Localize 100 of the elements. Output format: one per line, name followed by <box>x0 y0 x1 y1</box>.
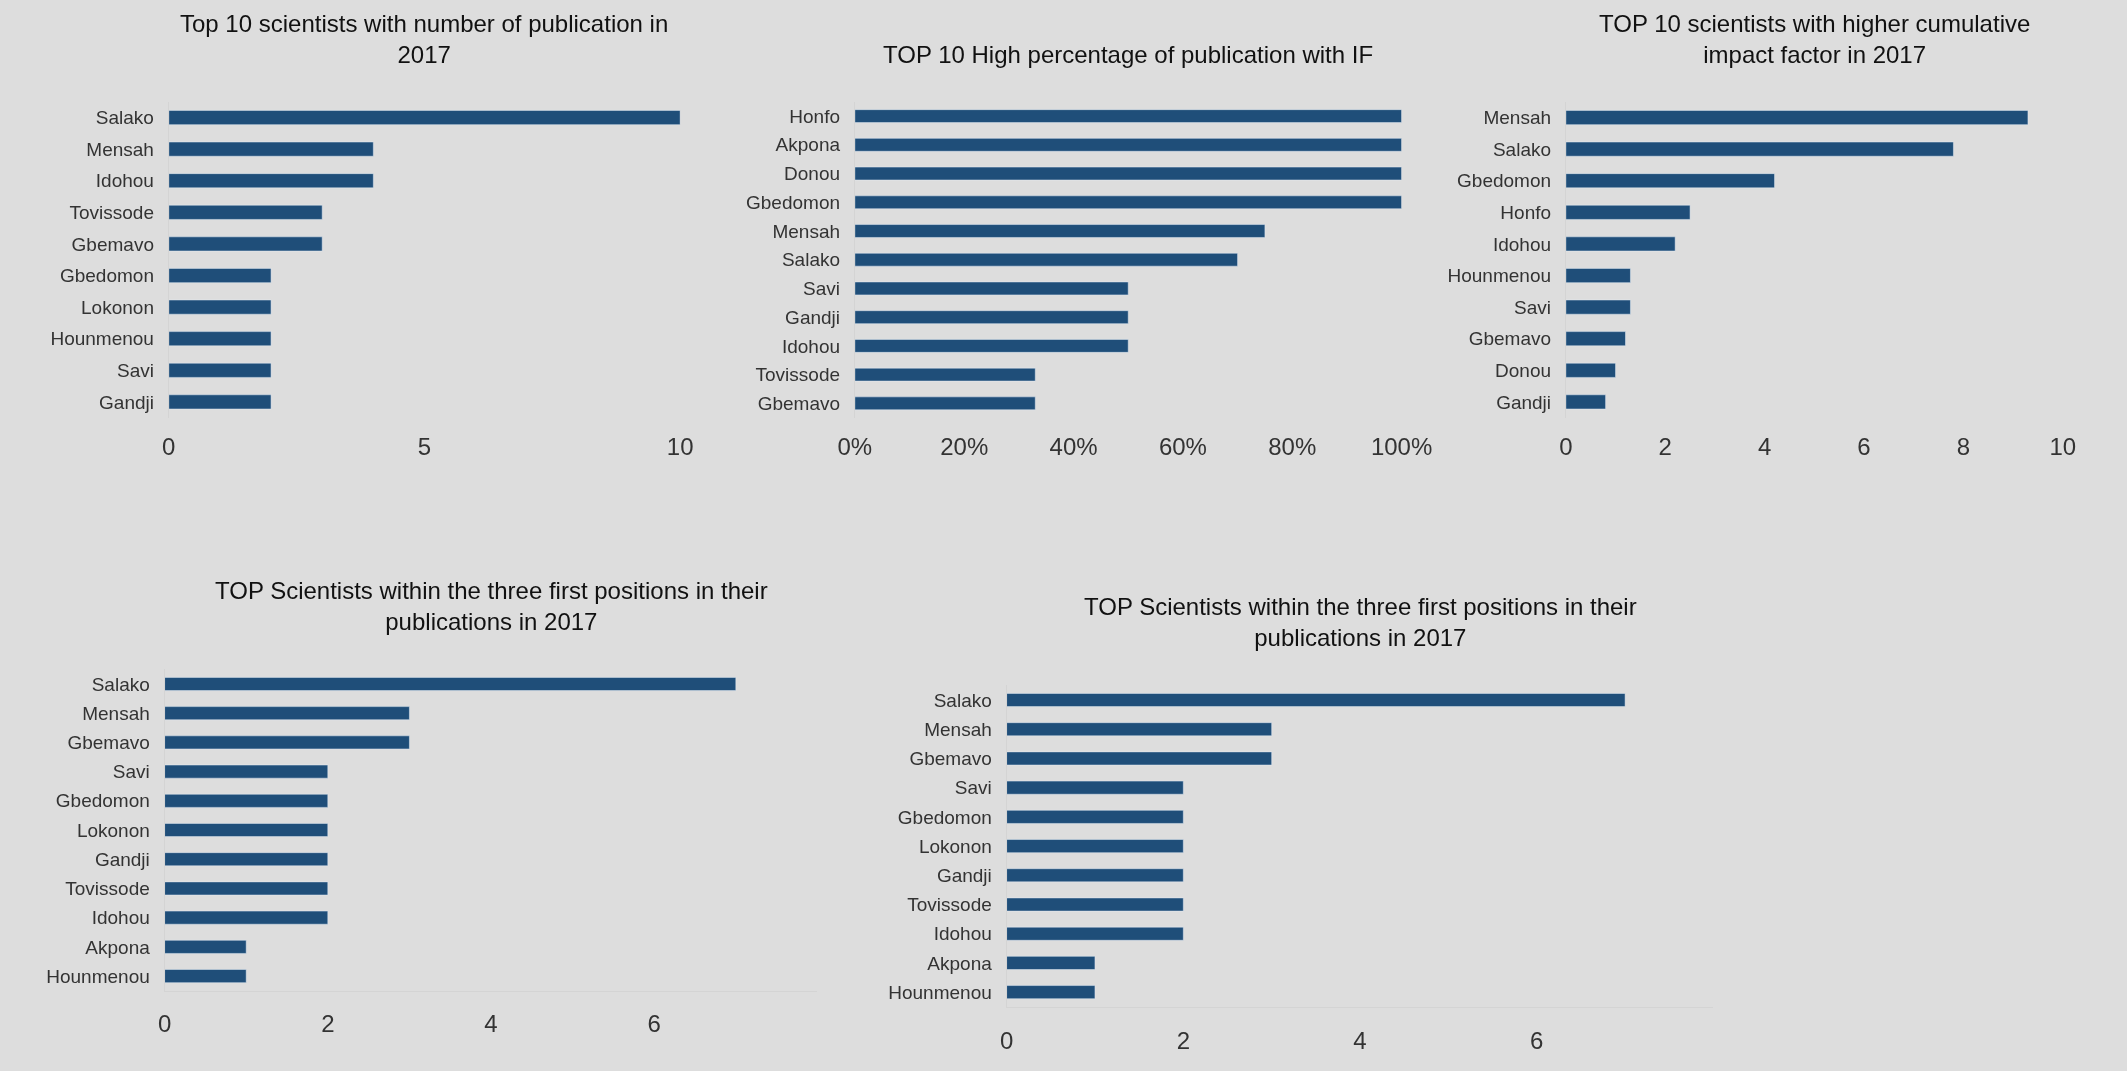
bar <box>1565 362 1616 378</box>
x-tick-label: 10 <box>666 432 694 460</box>
x-tick-label: 80% <box>1268 432 1317 460</box>
bar <box>168 394 272 410</box>
y-tick-label: Gandji <box>99 391 154 413</box>
x-tick-label: 6 <box>1857 432 1871 460</box>
x-tick-label: 40% <box>1049 432 1098 460</box>
y-tick-label: Gbedomon <box>897 806 992 828</box>
y-tick-label: Hounmenou <box>46 965 150 987</box>
x-tick-label: 4 <box>484 1010 498 1038</box>
y-tick-label: Akpona <box>775 134 841 156</box>
bar <box>1006 780 1184 795</box>
x-tick-label: 4 <box>1353 1026 1367 1054</box>
y-tick-label: Gandji <box>1496 391 1552 413</box>
chart-title: TOP Scientists within the three first positions in their publications in 2017 <box>215 577 768 636</box>
y-tick-label: Lokonon <box>918 835 992 857</box>
y-tick-label: Savi <box>117 359 154 381</box>
bar <box>854 138 1402 152</box>
y-tick-label: Gbemavo <box>757 392 841 414</box>
bar <box>854 109 1402 123</box>
bar <box>164 706 410 721</box>
bar <box>854 253 1238 267</box>
bar <box>1006 693 1626 707</box>
bar <box>1565 204 1691 220</box>
bar <box>854 281 1129 296</box>
bar <box>1006 985 1096 999</box>
y-tick-label: Donou <box>1495 359 1552 381</box>
bar <box>164 969 247 983</box>
y-tick-label: Mensah <box>82 702 150 724</box>
y-tick-label: Idohou <box>91 907 150 929</box>
bar <box>164 823 329 837</box>
y-tick-label: Hounmenou <box>50 328 154 350</box>
y-tick-label: Gbedomon <box>55 790 150 812</box>
bar <box>168 362 272 378</box>
chart-title: TOP 10 High percentage of publication with IF <box>883 41 1374 68</box>
y-tick-label: Honfo <box>1500 201 1552 223</box>
y-tick-label: Lokonon <box>76 819 150 841</box>
bar <box>1006 926 1184 941</box>
bar <box>1006 722 1272 737</box>
bar <box>854 224 1266 238</box>
y-tick-label: Hounmenou <box>888 981 992 1003</box>
y-tick-label: Gbedomon <box>1457 170 1552 192</box>
y-tick-label: Tovissode <box>65 878 150 900</box>
y-tick-label: Salako <box>95 107 154 129</box>
bar <box>1565 268 1631 283</box>
bar <box>164 677 737 691</box>
y-tick-label: Honfo <box>789 105 841 127</box>
bar <box>1565 110 2029 125</box>
y-tick-label: Idohou <box>95 170 154 192</box>
bar <box>168 236 323 252</box>
y-tick-label: Gbemavo <box>1468 328 1552 350</box>
y-tick-label: Donou <box>784 163 841 185</box>
bar <box>164 735 410 750</box>
bar <box>1006 956 1096 970</box>
y-tick-label: Mensah <box>1483 107 1552 129</box>
x-tick-label: 60% <box>1158 432 1207 460</box>
y-tick-label: Gandji <box>936 864 992 886</box>
x-tick-label: 2 <box>1658 432 1672 460</box>
y-tick-label: Mensah <box>772 220 841 242</box>
y-tick-label: Salako <box>91 673 150 695</box>
bar <box>164 940 247 954</box>
y-tick-label: Hounmenou <box>1447 265 1552 287</box>
x-tick-label: 0 <box>162 432 176 460</box>
bar <box>168 268 272 283</box>
y-tick-label: Savi <box>1514 296 1552 318</box>
y-tick-label: Savi <box>112 761 150 783</box>
x-tick-label: 0% <box>837 432 873 460</box>
bar <box>854 166 1402 181</box>
bar <box>1565 236 1676 252</box>
y-tick-label: Savi <box>803 278 841 300</box>
y-tick-label: Akpona <box>85 936 151 958</box>
y-tick-label: Akpona <box>927 952 993 974</box>
bar <box>1006 839 1184 853</box>
x-tick-label: 4 <box>1757 432 1772 460</box>
bar <box>1006 810 1184 824</box>
y-tick-label: Idohou <box>933 923 992 945</box>
y-tick-label: Salako <box>781 249 841 271</box>
y-tick-label: Mensah <box>924 718 992 740</box>
y-tick-label: Gbemavo <box>67 732 150 754</box>
bar <box>1006 868 1184 883</box>
y-tick-label: Savi <box>954 777 992 799</box>
bar <box>164 881 329 896</box>
y-tick-label: Salako <box>1492 138 1552 160</box>
bar <box>1565 173 1775 189</box>
bar <box>854 195 1402 209</box>
bar <box>1565 331 1626 347</box>
y-tick-label: Tovissode <box>69 201 154 223</box>
bar <box>1565 141 1954 157</box>
x-tick-label: 10 <box>2049 432 2077 460</box>
x-tick-label: 2 <box>1176 1026 1190 1054</box>
bar <box>164 764 329 779</box>
chart-title: TOP 10 scientists with higher cumulative impact factor in 2017 <box>1599 10 2031 69</box>
bar <box>854 396 1036 411</box>
bar <box>1006 751 1272 766</box>
bar <box>854 339 1129 353</box>
x-tick-label: 2 <box>321 1010 335 1038</box>
chart-title: Top 10 scientists with number of publication in 2017 <box>180 10 669 69</box>
bar <box>168 331 272 347</box>
y-tick-label: Gandji <box>785 306 841 328</box>
bar <box>854 367 1036 382</box>
